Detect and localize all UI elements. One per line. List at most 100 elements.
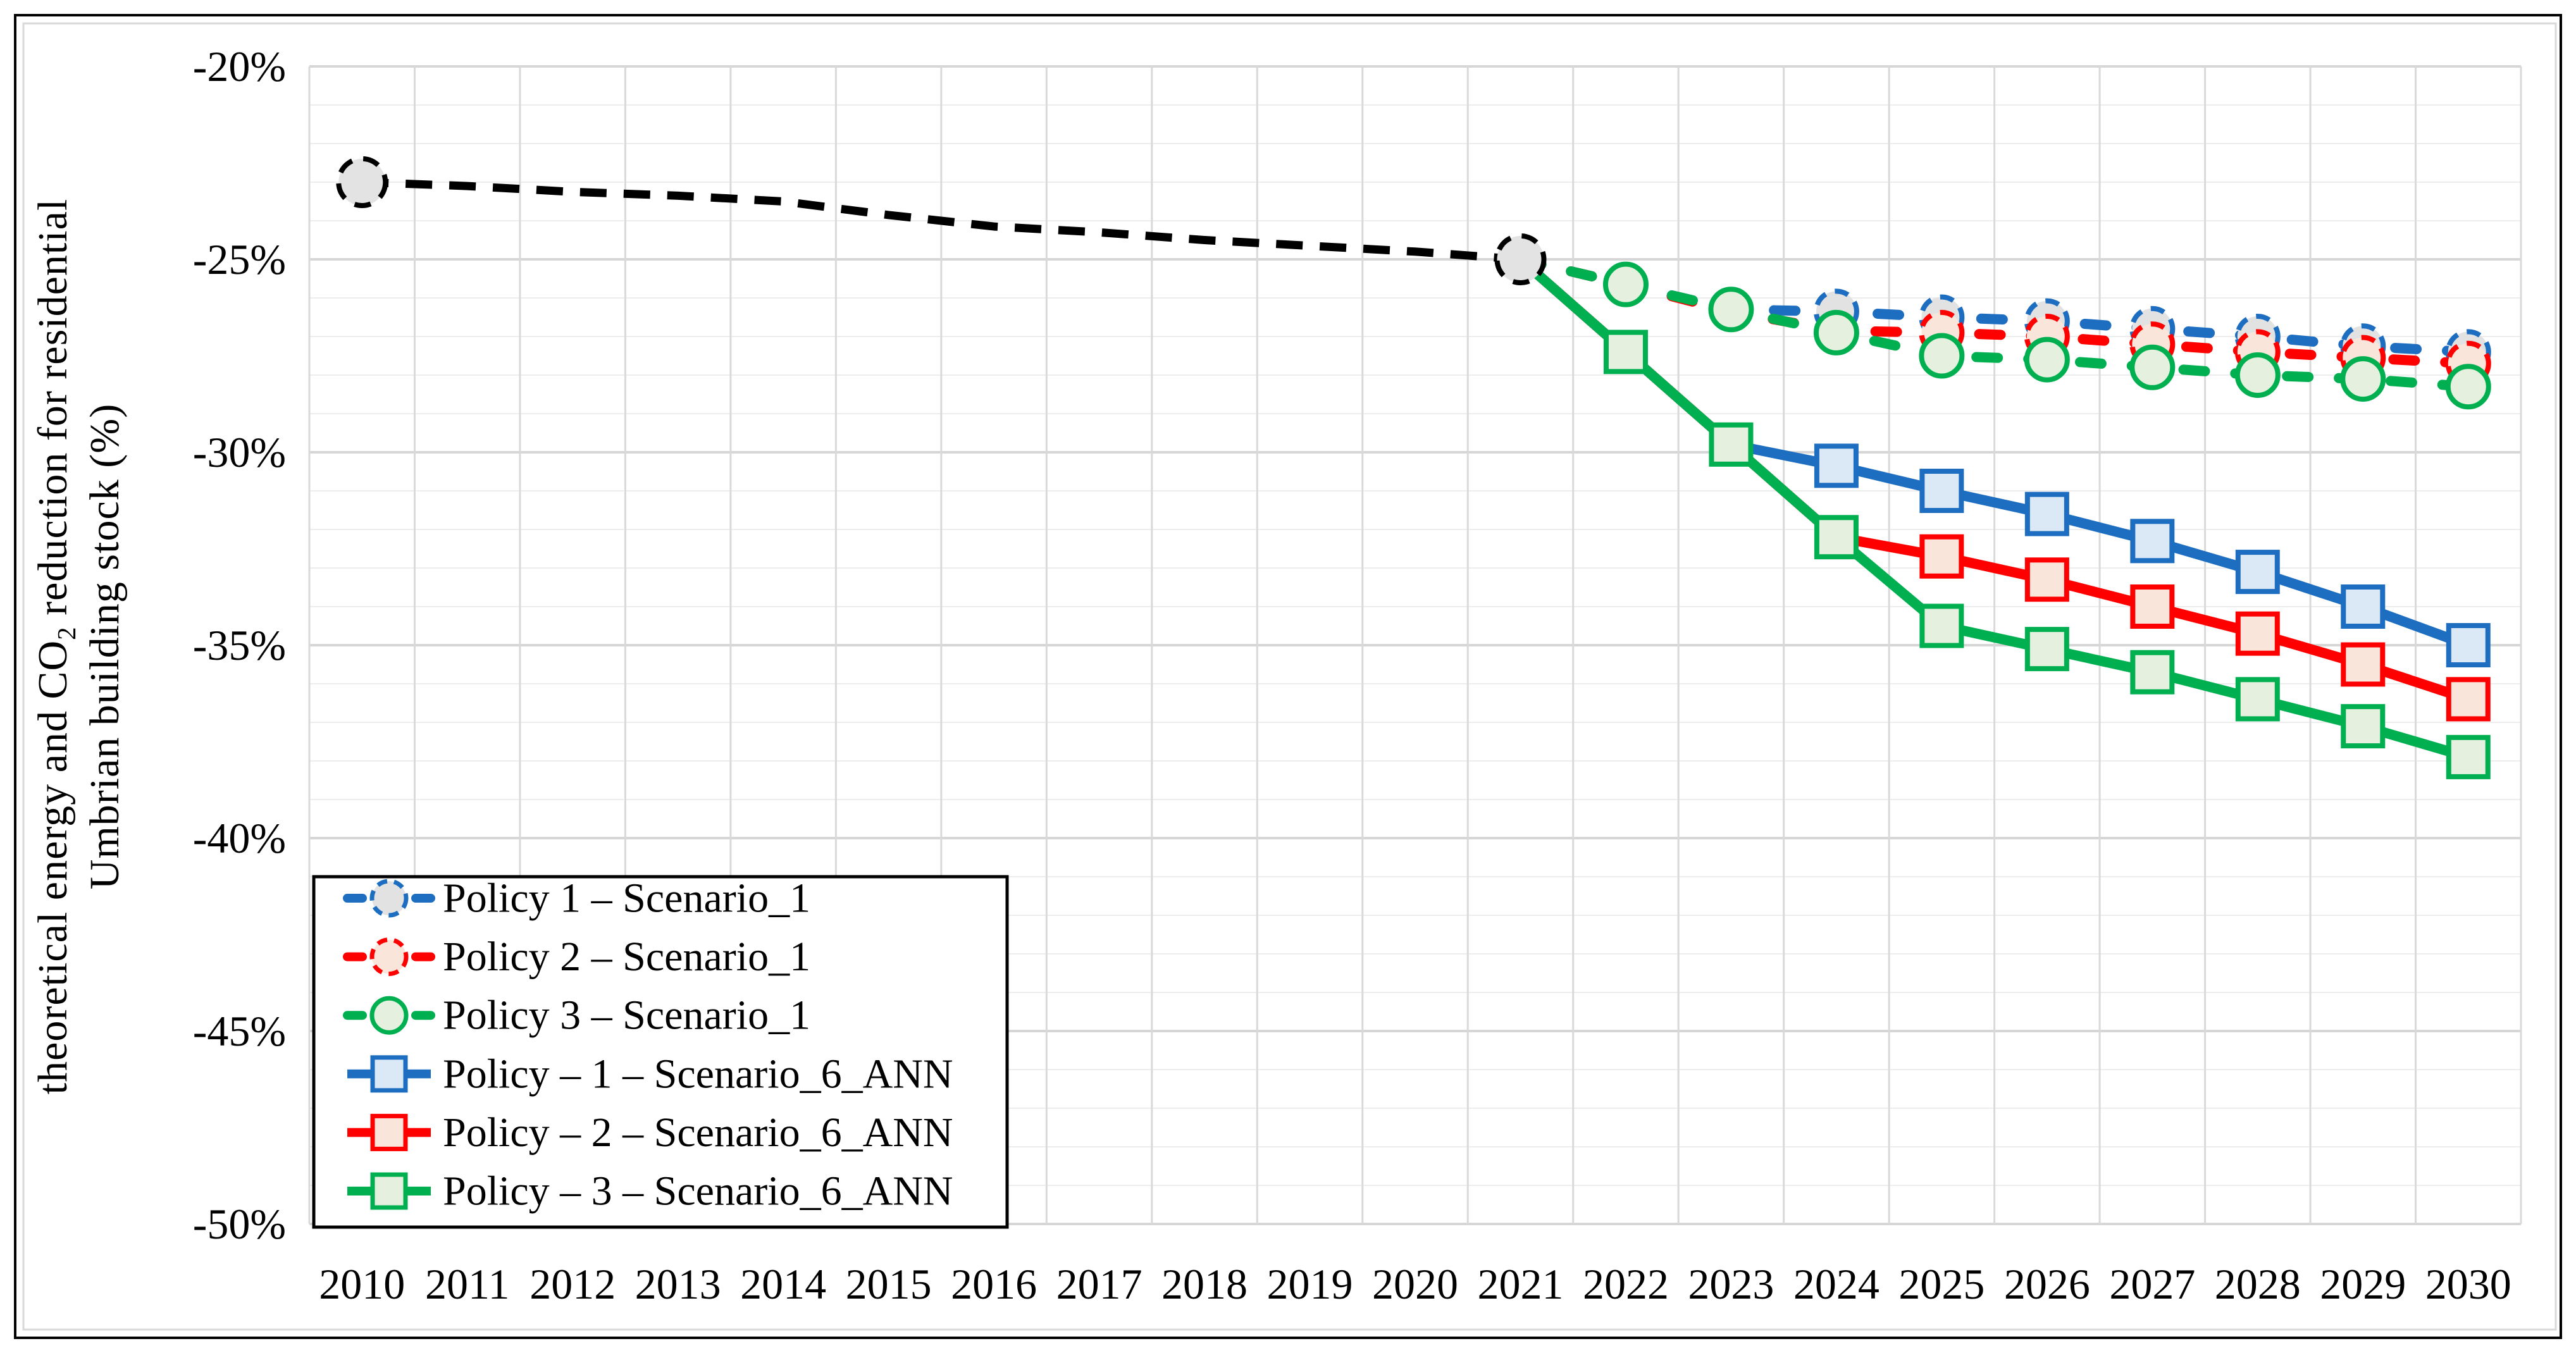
x-tick-label: 2016 [951,1260,1037,1308]
x-tick-label: 2018 [1161,1260,1248,1308]
co2-subscript: 2 [53,626,82,640]
marker-circle-p3_s1 [1602,261,1649,307]
marker-square-p3_ann [2446,734,2491,779]
series-p2_ann [1517,255,2491,722]
y-tick-label: -25% [193,235,286,283]
y-axis-title-line2: Umbrian building stock (%) [82,403,128,890]
marker-circle-p3_s1 [2234,352,2281,398]
marker-circle-baseline [336,156,388,208]
legend-sample-marker [370,1113,408,1151]
y-axis-title: theoretical energy and CO2 reduction for… [27,46,135,1247]
marker-square-p2_ann [2235,611,2280,656]
legend-item-p2_s1: Policy 2 – Scenario_1 [343,934,810,980]
y-tick-label: -50% [193,1200,286,1248]
legend-item-label: Policy 2 – Scenario_1 [443,934,810,980]
marker-square-p2_ann [2446,677,2491,722]
legend-sample-marker [369,937,409,977]
series-p1_ann [1517,255,2491,667]
marker-square-p3_ann [2341,704,2386,749]
series-line-baseline [361,178,1521,264]
marker-square-p2_ann [1919,534,1964,579]
y-axis-ticks: -20% -25% -30% -35% -40% -45% -50% [193,42,286,1248]
y-tick-label: -30% [193,428,286,476]
marker-circle-p3_s1 [2024,337,2070,383]
figure-border [14,14,2562,1339]
x-tick-label: 2011 [425,1260,509,1308]
legend-item-label: Policy 3 – Scenario_1 [443,992,810,1039]
marker-square-p1_ann [2341,584,2386,629]
gridlines [308,65,2522,1225]
y-tick-label: -45% [193,1007,286,1055]
legend-sample-marker [370,1172,408,1210]
x-tick-label: 2030 [2425,1260,2511,1308]
legend-sample-marker [369,879,409,918]
legend-item-p1_ann: Policy – 1 – Scenario_6_ANN [347,1051,953,1097]
legend: Policy 1 – Scenario_1 Policy 2 – Scenario… [312,875,1009,1229]
x-tick-label: 2010 [319,1260,405,1308]
x-tick-label: 2015 [846,1260,932,1308]
marker-circle-p3_s1 [2129,344,2176,390]
x-tick-label: 2022 [1583,1260,1669,1308]
legend-sample-marker [370,1055,408,1093]
series-p3_s1 [1515,254,2491,410]
y-axis-title-line1: theoretical energy and CO2 reduction for… [30,198,82,1095]
baseline-markers [336,156,1547,285]
legend-item-label: Policy – 2 – Scenario_6_ANN [443,1109,953,1156]
marker-square-p2_ann [2024,557,2069,602]
marker-square-p1_ann [2130,519,2175,564]
legend-item-p3_ann: Policy – 3 – Scenario_6_ANN [347,1168,953,1214]
x-tick-label: 2021 [1477,1260,1563,1308]
series-line-p3_s1 [1515,254,2474,392]
marker-circle-p3_s1 [1919,333,1965,379]
legend-item-label: Policy – 1 – Scenario_6_ANN [443,1051,953,1097]
legend-item-p2_ann: Policy – 2 – Scenario_6_ANN [347,1109,953,1156]
legend-item-label: Policy – 3 – Scenario_6_ANN [443,1168,953,1214]
series-baseline [361,178,1521,264]
x-tick-label: 2029 [2320,1260,2406,1308]
marker-square-p1_ann [2235,550,2280,595]
marker-square-p3_ann [2130,650,2175,695]
marker-circle-p3_s1 [1708,287,1754,333]
y-tick-label: -20% [193,42,286,90]
marker-square-p1_ann [1814,443,1859,488]
series-p3_ann [1517,255,2491,779]
series-line-p3_ann [1517,255,2470,762]
y-tick-label: -35% [193,621,286,669]
marker-square-p3_ann [1603,330,1648,374]
marker-square-p1_ann [2446,623,2491,667]
marker-square-p1_ann [1919,469,1964,513]
marker-circle-p3_s1 [2445,364,2491,410]
marker-circle-p3_s1 [1813,309,1859,355]
x-tick-label: 2028 [2215,1260,2301,1308]
x-tick-label: 2019 [1267,1260,1353,1308]
marker-square-p3_ann [2024,627,2069,672]
x-tick-label: 2025 [1898,1260,1985,1308]
marker-square-p1_ann [2024,491,2069,536]
y-tick-label: -40% [193,814,286,862]
legend-sample-marker [369,996,409,1035]
x-tick-label: 2017 [1056,1260,1142,1308]
x-tick-label: 2013 [635,1260,721,1308]
legend-item-p1_s1: Policy 1 – Scenario_1 [343,875,810,922]
chart-area-border [22,22,2557,1331]
x-tick-label: 2026 [2004,1260,2090,1308]
marker-square-p2_ann [2130,584,2175,629]
marker-square-p3_ann [1709,422,1754,467]
legend-box [312,875,1009,1229]
marker-circle-p3_s1 [2340,356,2386,402]
x-axis-ticks: 2010 2011 2012 2013 2014 2015 2016 2017 2018 2019… [319,1260,2511,1308]
marker-square-p3_ann [1814,515,1859,560]
marker-square-p2_ann [2341,642,2386,687]
marker-circle-baseline [1494,233,1547,285]
x-tick-label: 2014 [740,1260,826,1308]
x-tick-label: 2027 [2109,1260,2195,1308]
x-tick-label: 2023 [1688,1260,1774,1308]
x-tick-label: 2020 [1372,1260,1458,1308]
legend-item-p3_s1: Policy 3 – Scenario_1 [343,992,810,1039]
x-tick-label: 2024 [1793,1260,1879,1308]
legend-item-label: Policy 1 – Scenario_1 [443,875,810,922]
marker-square-p3_ann [1919,603,1964,648]
marker-square-p3_ann [2235,677,2280,722]
